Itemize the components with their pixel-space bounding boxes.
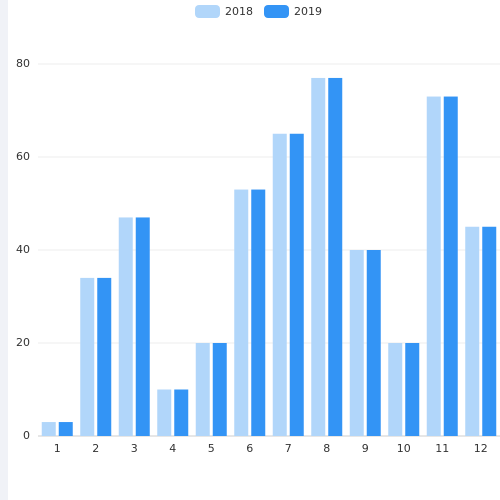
bar [349,250,364,436]
x-tick-label: 10 [397,442,411,455]
y-tick-label: 60 [16,150,30,163]
legend-label: 2019 [294,5,322,18]
bar [405,343,420,436]
y-tick-label: 40 [16,243,30,256]
bar [212,343,227,436]
x-tick-label: 11 [435,442,449,455]
legend-swatch [264,5,289,18]
y-tick-label: 80 [16,57,30,70]
bar [366,250,381,436]
bar [311,77,326,436]
x-tick-label: 3 [131,442,138,455]
bar [97,277,112,436]
bar [157,389,172,436]
bar [174,389,189,436]
bar [234,189,249,436]
x-tick-label: 12 [474,442,488,455]
x-tick-label: 7 [285,442,292,455]
bar [118,217,133,436]
bar [135,217,150,436]
bar [388,343,403,436]
y-tick-label: 20 [16,336,30,349]
bar [426,96,441,437]
y-tick-label: 0 [23,429,30,442]
side-strip [0,0,8,500]
x-tick-label: 2 [92,442,99,455]
bar [251,189,266,436]
bar [443,96,458,437]
bar [328,77,343,436]
x-tick-label: 8 [323,442,330,455]
x-tick-label: 9 [362,442,369,455]
bar [465,226,480,436]
x-tick-label: 5 [208,442,215,455]
bar [58,422,73,436]
bar [482,226,497,436]
x-tick-label: 6 [246,442,253,455]
bar [289,133,304,436]
x-tick-label: 1 [54,442,61,455]
bar [80,277,95,436]
bar [195,343,210,436]
x-tick-label: 4 [169,442,176,455]
bar [41,422,56,436]
bar [272,133,287,436]
legend-swatch [195,5,220,18]
legend-label: 2018 [225,5,253,18]
